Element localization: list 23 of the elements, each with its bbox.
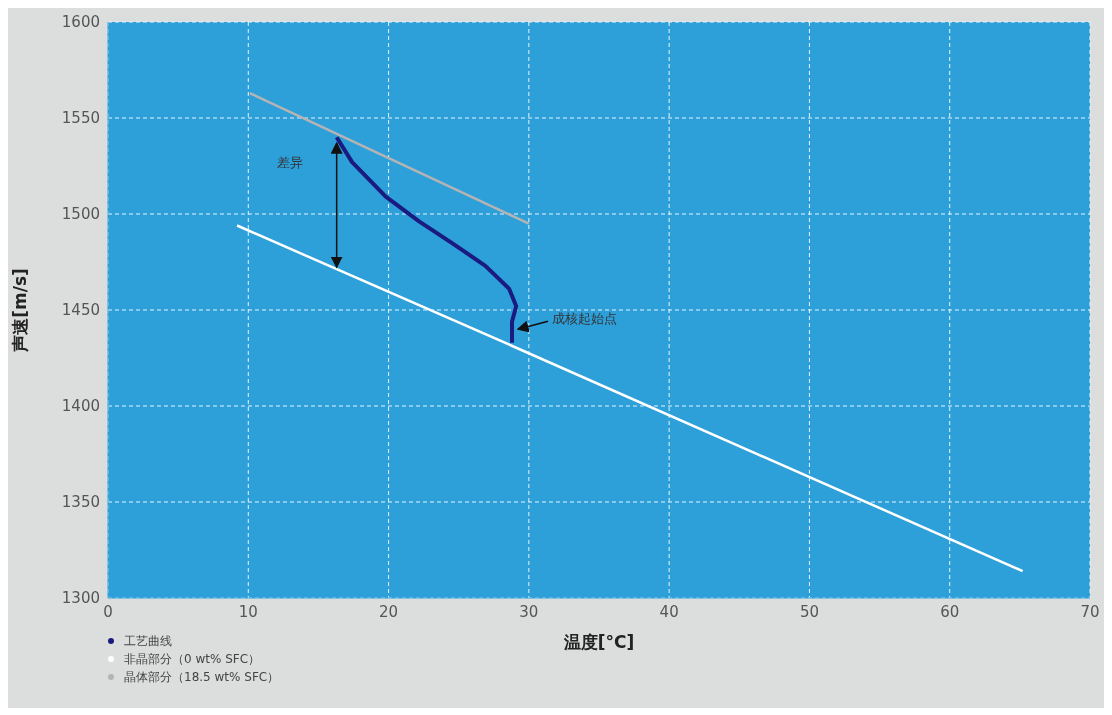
x-axis-title: 温度[°C] [562,632,635,652]
y-tick-label: 1300 [61,589,100,608]
x-tick-label: 10 [238,602,258,621]
x-tick-label: 30 [519,602,539,621]
y-tick-label: 1350 [61,493,100,512]
x-tick-label: 50 [799,602,819,621]
legend-label: 非晶部分（0 wt% SFC） [124,650,261,668]
x-tick-label: 70 [1080,602,1100,621]
x-tick-label: 20 [379,602,399,621]
y-tick-label: 1400 [61,397,100,416]
x-tick-label: 40 [659,602,679,621]
y-tick-label: 1600 [61,13,100,32]
annotation: 差异 [276,155,303,171]
y-tick-label: 1500 [61,205,100,224]
x-tick-label: 0 [103,602,113,621]
annotation: 成核起始点 [552,311,618,327]
y-tick-label: 1450 [61,301,100,320]
x-tick-label: 60 [940,602,960,621]
legend-label: 晶体部分（18.5 wt% SFC） [124,668,280,686]
line-series [334,135,519,345]
y-axis-title: 声速[m/s] [10,268,31,353]
legend-label: 工艺曲线 [124,632,172,650]
y-tick-label: 1550 [61,109,100,128]
